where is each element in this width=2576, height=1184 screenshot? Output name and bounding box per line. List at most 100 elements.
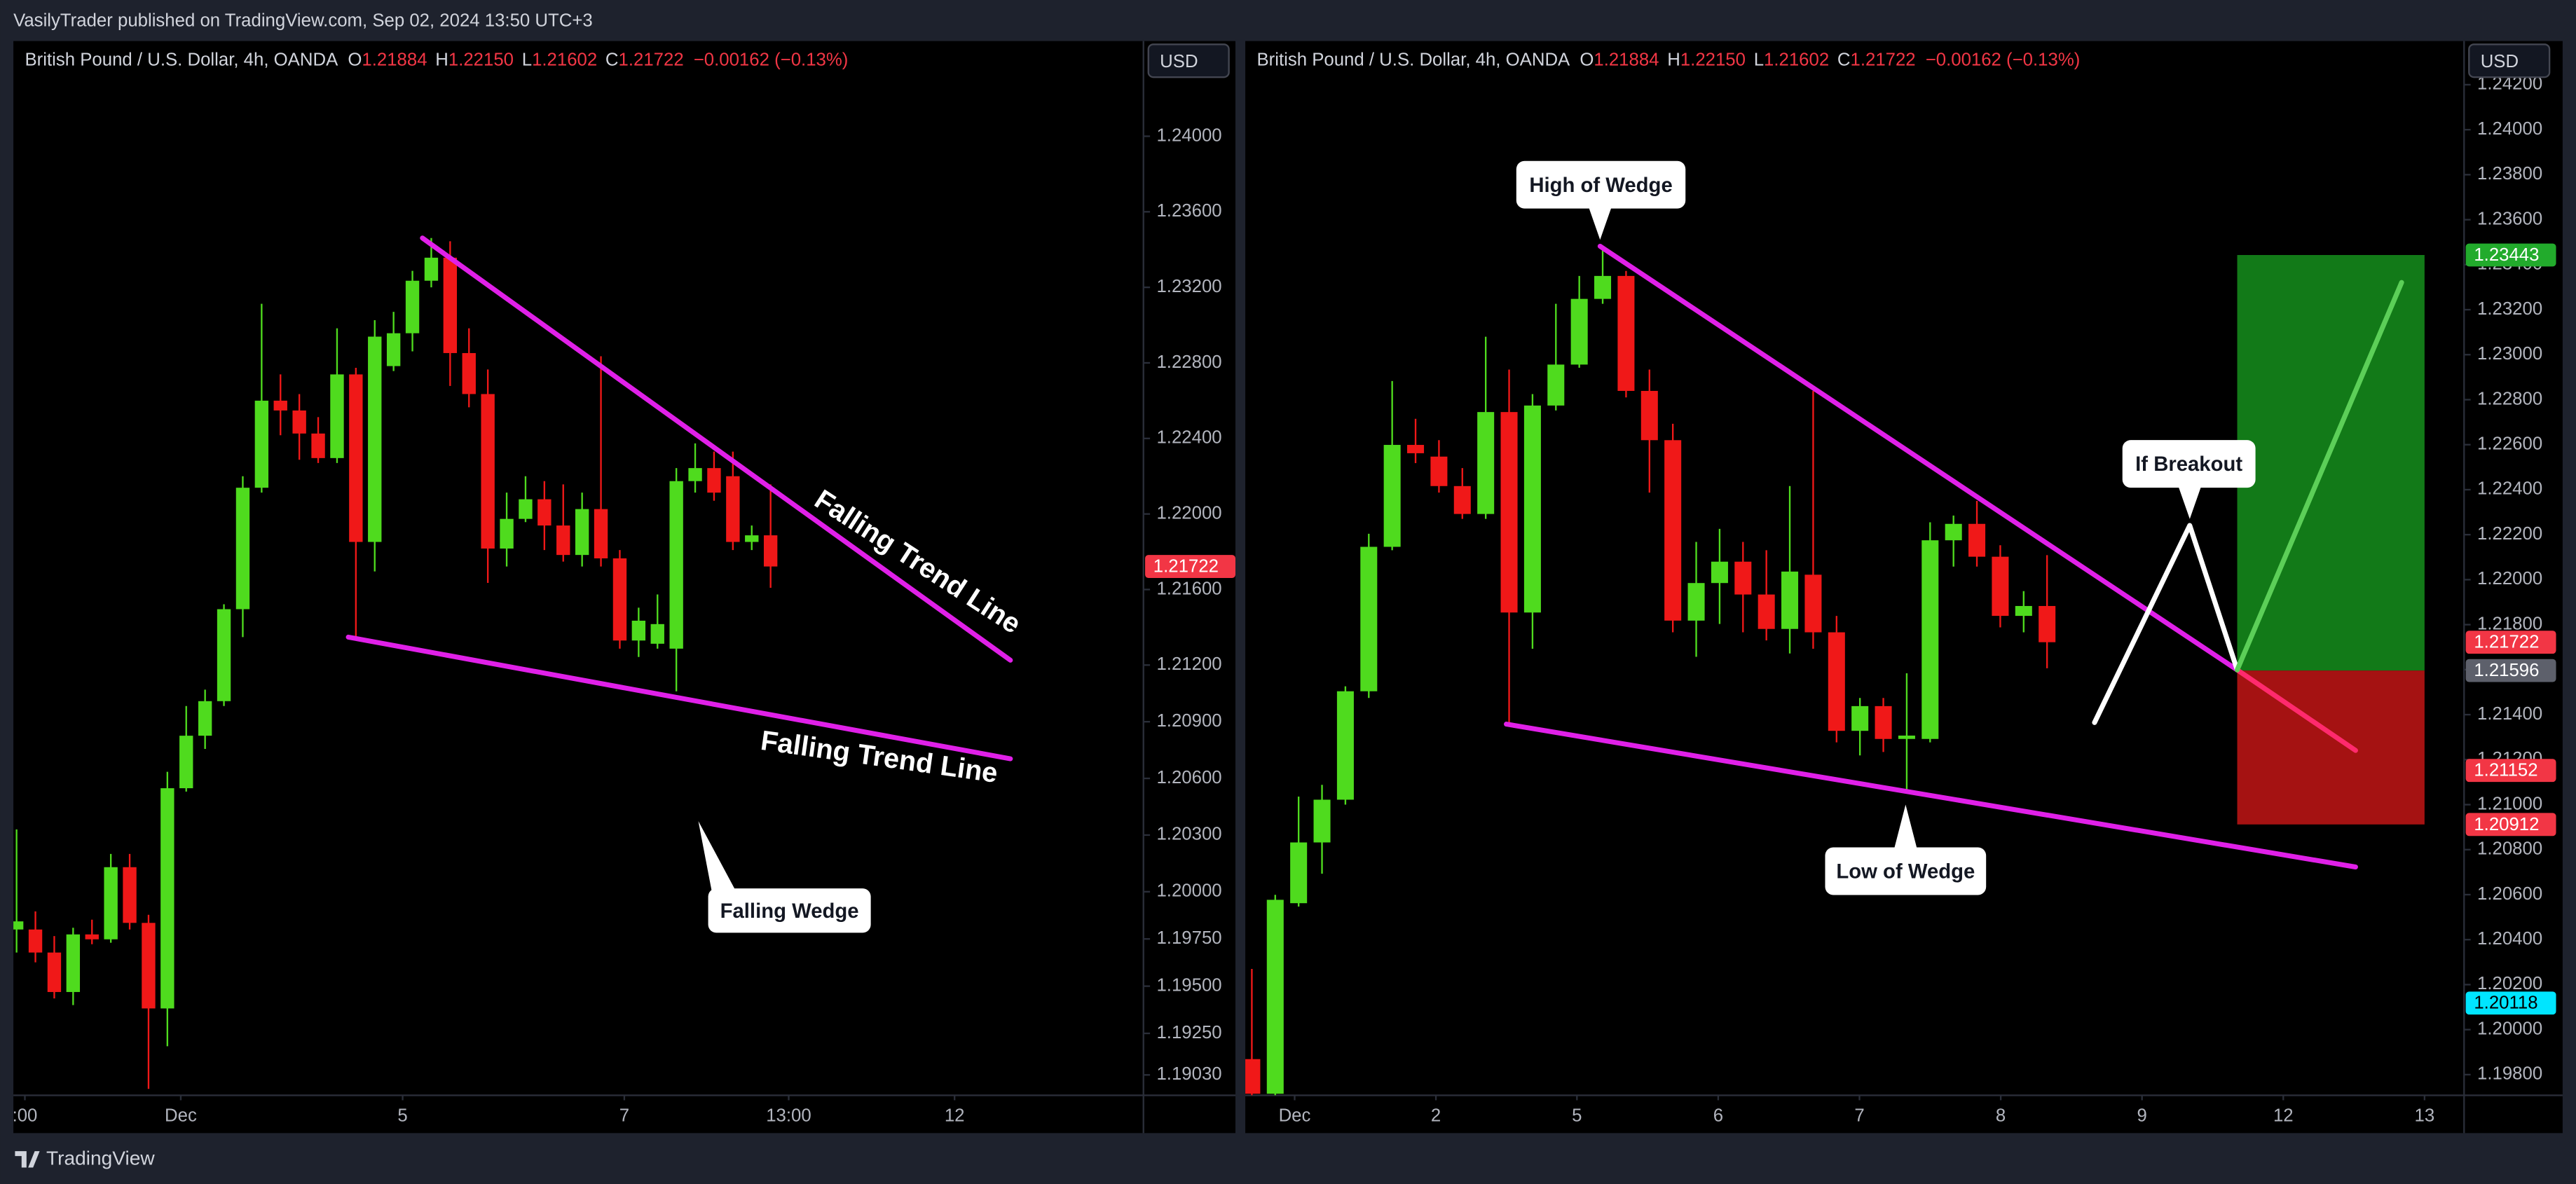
- legend-key: H: [1667, 50, 1680, 70]
- y-tick-label: 1.22800: [2477, 389, 2542, 408]
- candle-body: [688, 468, 702, 481]
- candle-body: [1383, 445, 1401, 547]
- callout-box: [1516, 160, 1686, 209]
- plot-area: [13, 235, 1013, 1089]
- x-tick-label: 5: [1572, 1106, 1582, 1126]
- trend-line: [1504, 722, 2358, 869]
- candle-body: [594, 509, 608, 558]
- candle-body: [179, 736, 193, 789]
- candle-body: [198, 701, 212, 736]
- x-tick-label: 5: [397, 1106, 407, 1126]
- y-tick-label: 1.22200: [2477, 524, 2542, 544]
- candle-body: [1875, 705, 1892, 739]
- currency-button-label: USD: [2481, 52, 2519, 71]
- x-tick-label: :00: [13, 1106, 38, 1126]
- price-badge-label: 1.21722: [2474, 633, 2539, 652]
- legend-key: O: [1580, 50, 1594, 70]
- candle-body: [273, 400, 287, 411]
- y-tick-label: 1.20900: [1156, 711, 1221, 731]
- price-badge: [2465, 659, 2556, 682]
- callout-pointer: [1893, 804, 1917, 849]
- candle-body: [1687, 583, 1705, 621]
- y-tick-label: 1.22800: [1156, 352, 1221, 372]
- trend-line: [2092, 523, 2240, 725]
- candle-body: [254, 400, 269, 488]
- y-tick-label: 1.21800: [2477, 614, 2542, 633]
- candle-body: [612, 558, 627, 641]
- y-tick-label: 1.21200: [1156, 654, 1221, 674]
- candle-body: [47, 952, 62, 992]
- x-tick-label: 13: [2415, 1106, 2435, 1126]
- candle-body: [669, 481, 683, 649]
- legend-key: O: [348, 50, 362, 70]
- y-tick-label: 1.23000: [2477, 344, 2542, 364]
- candle-body: [1898, 735, 1915, 739]
- x-tick-label: 7: [619, 1106, 629, 1126]
- candle-body: [1640, 390, 1658, 441]
- trend-line: [1597, 243, 2240, 673]
- legend-value: 1.22150: [448, 50, 514, 70]
- y-tick-label: 1.24000: [2477, 119, 2542, 139]
- y-tick-label: 1.19250: [1156, 1023, 1221, 1042]
- candle-body: [349, 374, 363, 542]
- x-tick-label: 9: [2137, 1106, 2147, 1126]
- candle-body: [763, 535, 778, 567]
- candle-body: [142, 923, 156, 1009]
- candle-body: [2015, 605, 2032, 617]
- candle-body: [1570, 298, 1588, 365]
- price-badge-label: 1.21596: [2474, 661, 2539, 680]
- y-tick-label: 1.23800: [2477, 164, 2542, 184]
- callout-text: Low of Wedge: [1836, 860, 1975, 883]
- legend-value: 1.21722: [1851, 50, 1916, 70]
- legend: British Pound / U.S. Dollar, 4h, OANDA O 1…: [25, 50, 848, 70]
- y-tick-label: 1.19500: [1156, 975, 1221, 995]
- y-tick-label: 1.20000: [2477, 1019, 2542, 1038]
- currency-button[interactable]: USD: [2468, 43, 2551, 78]
- candle-body: [85, 934, 99, 939]
- candle-body: [1734, 561, 1752, 595]
- candle-body: [556, 525, 570, 556]
- candle-body: [1921, 540, 1939, 739]
- footer-logo: [15, 1151, 40, 1168]
- candle-body: [650, 624, 664, 644]
- y-tick-label: 1.20200: [2477, 974, 2542, 993]
- x-tick-label: 7: [1854, 1106, 1864, 1126]
- candle-body: [481, 394, 495, 549]
- trend-line: [345, 634, 1013, 762]
- callout-box: [1825, 847, 1987, 895]
- callout-text: Falling Wedge: [720, 900, 859, 923]
- candle-body: [1500, 412, 1518, 613]
- y-tick-label: 1.22000: [1156, 503, 1221, 523]
- currency-button[interactable]: USD: [1147, 43, 1230, 78]
- candle-body: [1477, 412, 1495, 514]
- y-tick-label: 1.20300: [1156, 825, 1221, 844]
- price-badge: [2465, 759, 2556, 783]
- chart-pane: 1.242001.240001.238001.236001.234001.232…: [1245, 41, 2563, 1134]
- y-tick-label: 1.20400: [2477, 929, 2542, 949]
- candle-body: [537, 499, 551, 526]
- candle-body: [1547, 364, 1565, 406]
- callout-pointer: [698, 820, 735, 899]
- candle-body: [1360, 546, 1378, 691]
- candle-body: [386, 333, 401, 366]
- legend-symbol: British Pound / U.S. Dollar, 4h, OANDA: [25, 50, 338, 70]
- trend-line: [2235, 280, 2404, 673]
- x-tick-label: 6: [1713, 1106, 1723, 1126]
- candle-body: [1664, 440, 1682, 621]
- candle-body: [1851, 705, 1869, 731]
- candle-body: [631, 620, 646, 641]
- candle-body: [575, 509, 589, 556]
- loss-zone: [2237, 670, 2425, 825]
- price-badge: [2465, 813, 2556, 837]
- price-badge-label: 1.21152: [2474, 761, 2537, 780]
- price-badge: [2465, 991, 2556, 1015]
- x-tick-label: 12: [2273, 1106, 2294, 1126]
- legend-change: −0.00162 (−0.13%): [694, 50, 849, 70]
- y-tick-label: 1.20600: [2477, 884, 2542, 904]
- x-tick-label: 13:00: [766, 1106, 811, 1126]
- legend-value: 1.22150: [1680, 50, 1746, 70]
- legend-value: 1.21602: [1764, 50, 1829, 70]
- candle-body: [519, 499, 533, 519]
- legend-value: 1.21722: [619, 50, 684, 70]
